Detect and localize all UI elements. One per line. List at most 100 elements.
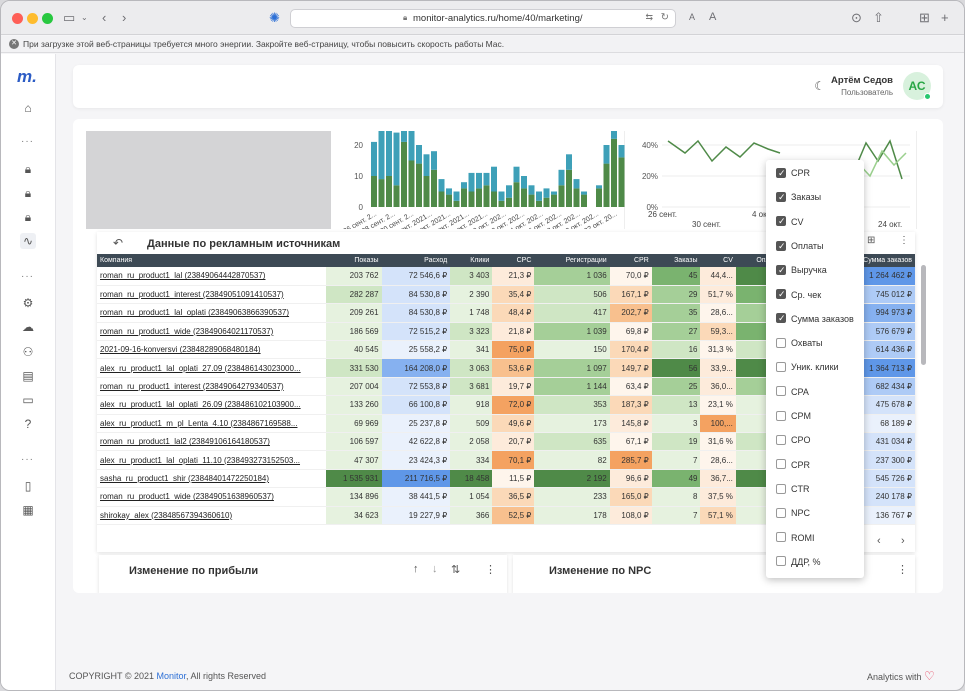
bar-segment[interactable] bbox=[453, 191, 460, 201]
column-header[interactable]: Компания bbox=[97, 254, 327, 267]
column-toggle[interactable]: Уник. клики bbox=[776, 361, 839, 375]
bar-segment[interactable] bbox=[521, 176, 527, 189]
campaign-link[interactable]: alex_ru_product1_lal_oplati_26.09 (23848… bbox=[97, 395, 327, 415]
column-header[interactable]: CPR bbox=[609, 254, 652, 267]
bar-segment[interactable] bbox=[543, 197, 550, 207]
page-scrollbar[interactable] bbox=[921, 265, 926, 365]
line-series[interactable] bbox=[855, 149, 907, 178]
column-toggle[interactable]: Выручка bbox=[776, 264, 827, 278]
bar-segment[interactable] bbox=[393, 185, 400, 207]
checkbox[interactable] bbox=[776, 264, 786, 276]
users-icon[interactable]: ⚇ bbox=[22, 345, 34, 359]
dark-mode-icon[interactable]: ☾ bbox=[814, 79, 825, 93]
checkbox[interactable] bbox=[776, 556, 786, 567]
bar-segment[interactable] bbox=[461, 182, 467, 189]
column-toggle[interactable]: CV bbox=[776, 215, 804, 230]
bar-segment[interactable] bbox=[431, 169, 437, 207]
campaign-link[interactable]: sasha_ru_product1_shir (2384840147225018… bbox=[97, 469, 327, 489]
bar-segment[interactable] bbox=[581, 191, 587, 195]
column-header[interactable]: CPC bbox=[492, 254, 535, 267]
checkbox[interactable] bbox=[776, 459, 786, 470]
campaign-link[interactable]: roman_ru_product1_interest (238490642793… bbox=[97, 377, 327, 397]
text-smaller-icon[interactable]: A bbox=[689, 12, 696, 22]
close-window-button[interactable] bbox=[12, 13, 23, 24]
column-header[interactable]: CV bbox=[700, 254, 736, 267]
bar-segment[interactable] bbox=[528, 194, 535, 207]
campaign-link[interactable]: alex_ru_product1_lal_oplati_27.09 (23848… bbox=[97, 358, 327, 378]
bar-segment[interactable] bbox=[371, 141, 377, 176]
campaign-link[interactable]: alex_ru_product1_lal_oplati_11.10 (23849… bbox=[97, 450, 327, 470]
bar-segment[interactable] bbox=[528, 185, 535, 195]
bar-segment[interactable] bbox=[416, 145, 422, 164]
bar-segment[interactable] bbox=[596, 185, 602, 189]
zoom-window-button[interactable] bbox=[42, 13, 53, 24]
sort-icon[interactable]: ⇅ bbox=[451, 564, 461, 576]
bar-segment[interactable] bbox=[603, 163, 610, 207]
checkbox[interactable] bbox=[776, 312, 786, 324]
bar-segment[interactable] bbox=[461, 188, 467, 207]
bar-segment[interactable] bbox=[386, 176, 392, 207]
brand-link[interactable]: Monitor bbox=[156, 671, 187, 681]
minimize-window-button[interactable] bbox=[27, 13, 38, 24]
bar-segment[interactable] bbox=[558, 185, 565, 207]
table-row[interactable]: 2021-09-16-konversvi (23848289068480184)… bbox=[97, 340, 915, 360]
bar-segment[interactable] bbox=[536, 200, 542, 207]
column-toggle[interactable]: Охваты bbox=[776, 337, 822, 351]
checkbox[interactable] bbox=[776, 337, 786, 348]
column-toggle[interactable]: NPC bbox=[776, 507, 810, 521]
checkbox[interactable] bbox=[776, 386, 786, 397]
lock-icon[interactable]: 🔒︎ bbox=[24, 210, 32, 224]
column-toggle[interactable]: Сумма заказов bbox=[776, 312, 854, 327]
activity-icon[interactable]: ∿ bbox=[20, 233, 36, 249]
column-toggle[interactable]: Заказы bbox=[776, 191, 821, 205]
translate-icon[interactable]: ⇆ bbox=[645, 12, 653, 22]
bar-segment[interactable] bbox=[498, 191, 505, 201]
checkbox[interactable] bbox=[776, 410, 786, 421]
chevron-down-icon[interactable]: ⌄ bbox=[81, 13, 88, 22]
bar-segment[interactable] bbox=[378, 179, 385, 207]
bar-segment[interactable] bbox=[483, 185, 490, 207]
checkbox[interactable] bbox=[776, 215, 786, 227]
checkbox[interactable] bbox=[776, 167, 786, 179]
column-toggle[interactable]: ДДР, % bbox=[776, 556, 821, 570]
bar-segment[interactable] bbox=[611, 138, 617, 207]
column-toggle[interactable]: Оплаты bbox=[776, 240, 824, 254]
bar-segment[interactable] bbox=[401, 129, 407, 142]
bar-segment[interactable] bbox=[416, 163, 422, 207]
column-header[interactable]: Клики bbox=[450, 254, 493, 267]
help-icon[interactable]: ? bbox=[24, 417, 32, 431]
checkbox[interactable] bbox=[776, 434, 786, 445]
bar-segment[interactable] bbox=[423, 154, 430, 176]
grid-settings-icon[interactable]: ⊞ bbox=[867, 235, 876, 246]
avatar[interactable]: АС bbox=[903, 72, 931, 100]
campaign-link[interactable]: roman_ru_product1_lal2 (2384910616418053… bbox=[97, 432, 327, 452]
column-toggle[interactable]: ROMI bbox=[776, 532, 815, 546]
column-toggle[interactable]: CPR bbox=[776, 459, 810, 473]
forward-icon[interactable]: › bbox=[122, 10, 127, 25]
column-toggle[interactable]: CPR bbox=[776, 167, 810, 181]
bar-segment[interactable] bbox=[566, 154, 572, 170]
undo-icon[interactable]: ↶ bbox=[113, 236, 124, 250]
checkbox[interactable] bbox=[776, 288, 786, 300]
tabs-overview-icon[interactable]: ⊞ bbox=[919, 10, 930, 25]
bar-segment[interactable] bbox=[393, 132, 400, 186]
bar-segment[interactable] bbox=[446, 194, 452, 207]
share-icon[interactable]: ⇧ bbox=[873, 10, 884, 25]
bar-segment[interactable] bbox=[476, 188, 482, 207]
bar-segment[interactable] bbox=[438, 191, 445, 208]
bar-segment[interactable] bbox=[581, 194, 587, 207]
bar-segment[interactable] bbox=[536, 191, 542, 201]
more-icon[interactable]: ⋮ bbox=[897, 564, 908, 576]
bar-segment[interactable] bbox=[573, 179, 580, 189]
new-tab-icon[interactable]: + bbox=[941, 10, 949, 25]
campaign-link[interactable]: roman_ru_product1_interest (238490510914… bbox=[97, 285, 327, 305]
campaign-link[interactable]: alex_ru_product1_m_pl_Lenta_4.10 (238486… bbox=[97, 414, 327, 434]
campaign-link[interactable]: shirokay_alex (23848567394360610) bbox=[97, 506, 327, 525]
column-header[interactable]: Регистрации bbox=[534, 254, 610, 267]
column-toggle[interactable]: Ср. чек bbox=[776, 288, 821, 303]
bar-segment[interactable] bbox=[438, 179, 445, 192]
campaign-link[interactable]: 2021-09-16-konversvi (23848289068480184) bbox=[97, 340, 327, 360]
bar-segment[interactable] bbox=[498, 200, 505, 207]
campaign-link[interactable]: roman_ru_product1_lal_oplati (2384906386… bbox=[97, 303, 327, 323]
bar-segment[interactable] bbox=[468, 172, 475, 192]
